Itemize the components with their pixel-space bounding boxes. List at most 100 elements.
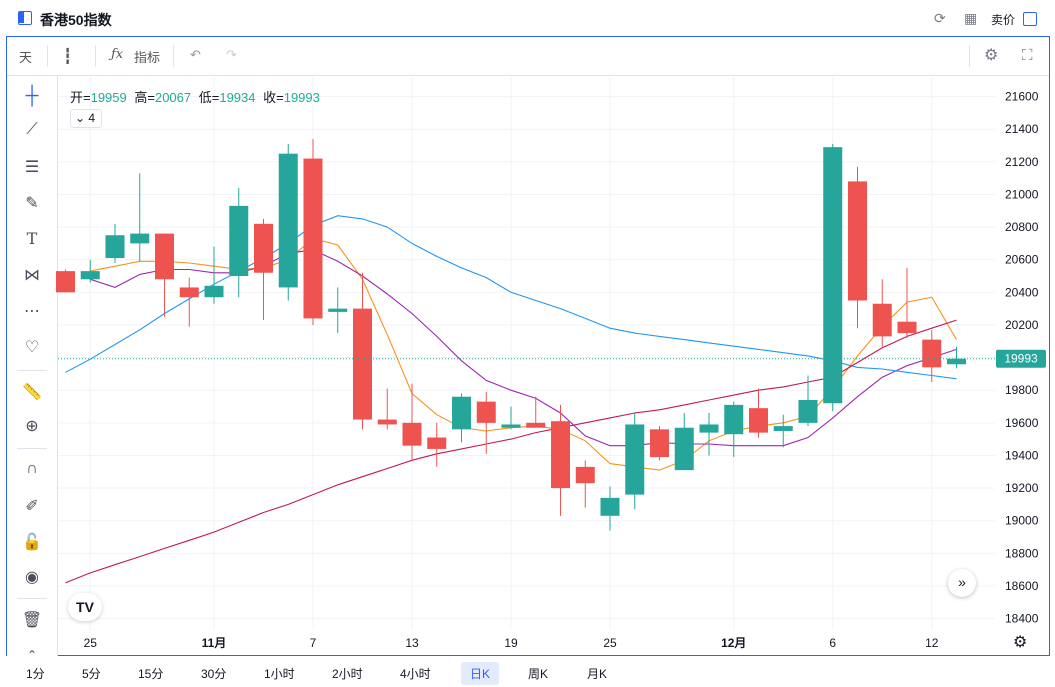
toolbar-divider — [17, 370, 47, 371]
grid-layout-icon[interactable]: ▦ — [964, 10, 978, 26]
time-tick-label: 12 — [925, 636, 939, 650]
price-tick-label: 21000 — [1005, 187, 1039, 201]
candle-body — [650, 429, 669, 458]
candle — [155, 233, 174, 317]
candle — [105, 223, 125, 263]
interval-8[interactable]: 周K — [528, 667, 549, 681]
candle-body — [897, 321, 917, 334]
candle — [922, 329, 942, 383]
text-tool-icon[interactable]: T — [26, 229, 38, 248]
time-tick-label: 11月 — [202, 636, 227, 650]
eye-icon[interactable]: ◉ — [25, 569, 39, 586]
candle-body — [204, 285, 224, 298]
toolbar-divider — [17, 598, 47, 599]
interval-5[interactable]: 2小时 — [332, 667, 363, 681]
last-price-marker: 19993 — [58, 349, 1046, 368]
redo-icon[interactable]: ↷ — [226, 47, 237, 62]
title-bar: 香港50指数 ⟳ ▦ 卖价 — [0, 0, 1055, 36]
brush-icon[interactable]: ✎ — [25, 195, 39, 212]
candle — [204, 246, 224, 304]
candle — [600, 486, 620, 531]
time-tick-label: 7 — [310, 636, 317, 650]
tradingview-logo-icon[interactable]: TV — [68, 593, 102, 621]
price-tick-label: 19400 — [1005, 448, 1039, 462]
open-value: 19959 — [90, 90, 127, 105]
price-tick-label: 20600 — [1005, 253, 1039, 267]
toolbar-divider — [47, 45, 48, 67]
heart-icon[interactable]: ♡ — [24, 339, 40, 356]
toolbar-divider — [17, 448, 47, 449]
candle-body — [105, 235, 125, 259]
price-tick-label: 18800 — [1005, 546, 1039, 560]
function-icon[interactable]: ƒx — [111, 47, 124, 62]
candle — [724, 401, 744, 458]
panel-toggle-icon[interactable] — [1023, 12, 1037, 26]
crosshair-icon[interactable]: ┼ — [25, 85, 39, 105]
axis-settings-gear-icon[interactable]: ⚙ — [1013, 634, 1028, 651]
measure-lines-icon[interactable]: ⋯ — [24, 303, 40, 320]
close-value: 19993 — [283, 90, 320, 105]
interval-bar: 1分 5分 15分 30分 1小时 2小时 4小时 日K 周K 月K — [0, 657, 1055, 687]
candle — [427, 422, 447, 467]
sell-price-toggle[interactable]: 卖价 — [991, 13, 1016, 27]
grid-lines — [58, 77, 995, 630]
magnet-icon[interactable]: ∩ — [26, 460, 38, 477]
candle-style-icon[interactable]: ┇ — [63, 48, 73, 65]
candle — [823, 143, 843, 412]
candle-body — [625, 424, 645, 495]
candle — [575, 460, 595, 508]
pattern-icon[interactable]: ⋈ — [24, 267, 40, 284]
candle — [377, 388, 397, 430]
trend-line-icon[interactable]: ⟋ — [26, 121, 38, 138]
low-value: 19934 — [219, 90, 256, 105]
time-tick-label: 13 — [405, 636, 419, 650]
candle — [501, 406, 521, 430]
candle — [699, 413, 719, 456]
interval-2[interactable]: 15分 — [138, 667, 164, 681]
interval-4[interactable]: 1小时 — [264, 667, 295, 681]
undo-icon[interactable]: ↶ — [190, 47, 201, 62]
unlock-icon[interactable]: 🔓 — [22, 534, 42, 551]
price-axis: 18400 18600 18800 19000 19200 19400 19600 19800… — [1005, 90, 1039, 626]
candle-body — [278, 153, 298, 288]
indicator-count: 4 — [88, 111, 96, 125]
candle-body — [353, 308, 372, 420]
price-tick-label: 21400 — [1005, 122, 1039, 136]
horizontal-lines-icon[interactable]: ☰ — [24, 159, 40, 176]
candle — [278, 143, 298, 301]
ruler-icon[interactable]: 📏 — [22, 384, 42, 401]
scroll-to-latest-button[interactable]: » — [948, 569, 976, 597]
interval-0[interactable]: 1分 — [26, 667, 45, 681]
candle — [303, 138, 323, 325]
zoom-in-icon[interactable]: ⊕ — [25, 418, 39, 435]
settings-gear-icon[interactable]: ⚙ — [984, 47, 999, 64]
candle-body — [229, 205, 249, 277]
candle-body — [130, 233, 150, 244]
indicator-collapse-toggle[interactable]: ⌄ 4 — [70, 109, 102, 128]
indicator-button[interactable]: 指标 — [134, 50, 161, 65]
candle — [625, 413, 645, 510]
candle — [947, 346, 966, 369]
lock-drawing-icon[interactable]: ✐ — [25, 498, 39, 515]
candle-body — [724, 404, 744, 435]
toolbar-divider — [969, 45, 970, 67]
close-label: 收= — [263, 90, 284, 105]
candle — [674, 413, 694, 471]
interval-1[interactable]: 5分 — [82, 667, 101, 681]
interval-3[interactable]: 30分 — [201, 667, 227, 681]
candle — [872, 279, 892, 348]
candle-body — [155, 233, 174, 280]
fullscreen-icon[interactable]: ⛶ — [1022, 47, 1033, 64]
trash-icon[interactable]: 🗑 — [21, 612, 43, 629]
interval-7[interactable]: 日K — [461, 662, 500, 685]
interval-selector[interactable]: 天 — [19, 50, 33, 65]
refresh-icon[interactable]: ⟳ — [934, 10, 946, 26]
interval-6[interactable]: 4小时 — [400, 667, 431, 681]
chart-toolbar: 天 ┇ ƒx 指标 ↶ ↷ ⚙ ⛶ — [7, 37, 1049, 76]
candle — [526, 396, 546, 428]
candle — [773, 414, 793, 448]
collapse-icon[interactable]: ⌃ — [26, 648, 38, 662]
interval-9[interactable]: 月K — [587, 667, 608, 681]
candle-body — [427, 437, 447, 449]
